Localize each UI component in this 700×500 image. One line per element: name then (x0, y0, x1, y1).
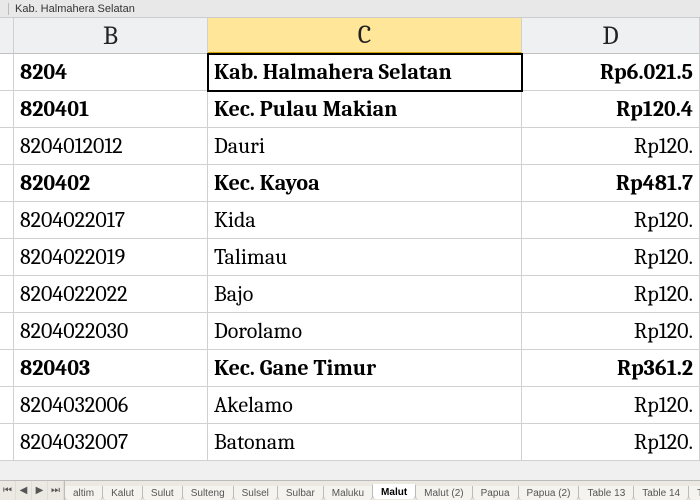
sheet-tab[interactable]: Table 13 (578, 486, 634, 500)
cell-d[interactable]: Rp120. (522, 128, 700, 165)
cell-c[interactable]: Akelamo (208, 387, 522, 424)
cell-a[interactable] (0, 276, 14, 313)
tab-nav-next[interactable]: ▶ (32, 481, 48, 500)
table-row: 8204032006AkelamoRp120. (0, 387, 700, 424)
cell-c[interactable]: Bajo (208, 276, 522, 313)
cell-d[interactable]: Rp120. (522, 313, 700, 350)
sheet-tab[interactable]: Papua (472, 486, 519, 500)
cell-d[interactable]: Rp120. (522, 424, 700, 461)
cell-b[interactable]: 8204012012 (14, 128, 208, 165)
sheet-tabs-bar: ⏮ ◀ ▶ ⏭ altimKalutSulutSultengSulselSulb… (0, 480, 700, 500)
table-row: 8204012012DauriRp120. (0, 128, 700, 165)
tab-nav-last[interactable]: ⏭ (48, 481, 64, 500)
cell-d[interactable]: Rp120. (522, 276, 700, 313)
cell-a[interactable] (0, 350, 14, 387)
cell-a[interactable] (0, 424, 14, 461)
cell-d[interactable]: Rp481.7 (522, 165, 700, 202)
sheet-tab[interactable]: Papua (2) (518, 486, 580, 500)
tab-nav-prev[interactable]: ◀ (16, 481, 32, 500)
cell-b[interactable]: 8204022030 (14, 313, 208, 350)
cell-c[interactable]: Batonam (208, 424, 522, 461)
table-row: 820403Kec. Gane TimurRp361.2 (0, 350, 700, 387)
sheet-tab[interactable]: Malut (2) (415, 486, 472, 500)
spreadsheet-grid: B C D 8204Kab. Halmahera SelatanRp6.021.… (0, 18, 700, 461)
cell-d[interactable]: Rp120. (522, 387, 700, 424)
table-row: 8204022022BajoRp120. (0, 276, 700, 313)
cell-c[interactable]: Kida (208, 202, 522, 239)
cell-a[interactable] (0, 202, 14, 239)
formula-bar-separator (8, 3, 9, 15)
sheet-tab[interactable]: Sulsel (233, 486, 278, 500)
cell-b[interactable]: 8204032006 (14, 387, 208, 424)
cell-d[interactable]: Rp120.4 (522, 91, 700, 128)
cell-c[interactable]: Talimau (208, 239, 522, 276)
cell-b[interactable]: 8204022017 (14, 202, 208, 239)
table-row: 8204Kab. Halmahera SelatanRp6.021.5 (0, 54, 700, 91)
cell-c[interactable]: Kec. Pulau Makian (208, 91, 522, 128)
col-header-b[interactable]: B (14, 18, 208, 54)
cell-d[interactable]: Rp120. (522, 239, 700, 276)
formula-bar-value[interactable]: Kab. Halmahera Selatan (15, 3, 135, 15)
cell-b[interactable]: 8204022022 (14, 276, 208, 313)
cell-b[interactable]: 8204032007 (14, 424, 208, 461)
cell-c[interactable]: Kec. Gane Timur (208, 350, 522, 387)
column-headers-row: B C D (0, 18, 700, 54)
tab-nav-first[interactable]: ⏮ (0, 481, 16, 500)
table-row: 8204022019TalimauRp120. (0, 239, 700, 276)
sheet-tab[interactable]: Table 15 (688, 486, 700, 500)
sheet-tab[interactable]: Kalut (102, 486, 143, 500)
cell-a[interactable] (0, 313, 14, 350)
sheet-tab[interactable]: Sulut (142, 486, 183, 500)
cell-b[interactable]: 8204 (14, 54, 208, 91)
cell-c[interactable]: Dorolamo (208, 313, 522, 350)
cell-a[interactable] (0, 387, 14, 424)
sheet-tabs: altimKalutSulutSultengSulselSulbarMaluku… (65, 481, 700, 500)
cell-c[interactable]: Dauri (208, 128, 522, 165)
cell-a[interactable] (0, 128, 14, 165)
col-header-a[interactable] (0, 18, 14, 54)
cell-a[interactable] (0, 54, 14, 91)
sheet-tab[interactable]: Malut (372, 484, 416, 499)
cell-c[interactable]: Kec. Kayoa (208, 165, 522, 202)
sheet-tab[interactable]: Sulbar (277, 486, 324, 500)
col-header-d[interactable]: D (522, 18, 700, 54)
table-row: 820401Kec. Pulau MakianRp120.4 (0, 91, 700, 128)
cell-b[interactable]: 8204022019 (14, 239, 208, 276)
cell-b[interactable]: 820402 (14, 165, 208, 202)
sheet-tab[interactable]: Sulteng (182, 486, 234, 500)
col-header-c[interactable]: C (208, 18, 522, 54)
tab-nav-buttons: ⏮ ◀ ▶ ⏭ (0, 481, 65, 500)
cell-d[interactable]: Rp6.021.5 (522, 54, 700, 91)
table-row: 8204022017KidaRp120. (0, 202, 700, 239)
formula-bar: Kab. Halmahera Selatan (0, 0, 700, 18)
cell-d[interactable]: Rp361.2 (522, 350, 700, 387)
cell-b[interactable]: 820403 (14, 350, 208, 387)
sheet-tab[interactable]: Table 14 (633, 486, 689, 500)
sheet-tab[interactable]: altim (64, 486, 103, 500)
table-row: 8204022030DorolamoRp120. (0, 313, 700, 350)
cell-a[interactable] (0, 91, 14, 128)
cell-a[interactable] (0, 239, 14, 276)
sheet-tab[interactable]: Maluku (323, 486, 373, 500)
cell-c[interactable]: Kab. Halmahera Selatan (208, 54, 522, 91)
table-row: 8204032007BatonamRp120. (0, 424, 700, 461)
table-row: 820402Kec. KayoaRp481.7 (0, 165, 700, 202)
cell-a[interactable] (0, 165, 14, 202)
cell-b[interactable]: 820401 (14, 91, 208, 128)
cell-d[interactable]: Rp120. (522, 202, 700, 239)
